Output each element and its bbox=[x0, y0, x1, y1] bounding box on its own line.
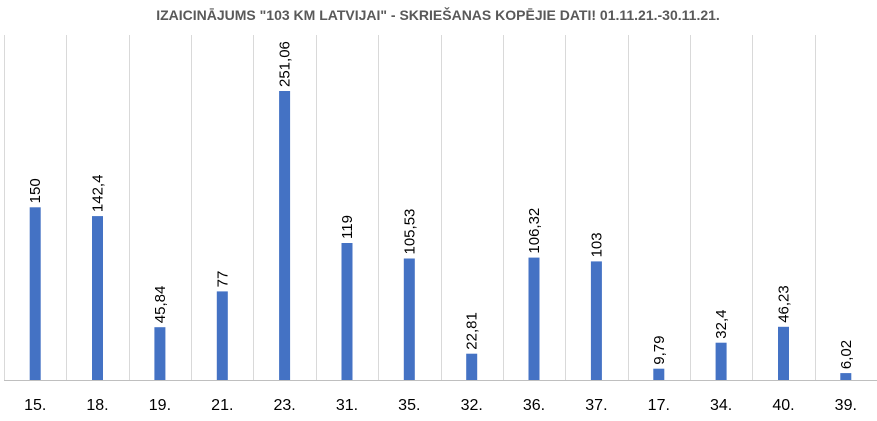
chart-title: IZAICINĀJUMS "103 KM LATVIJAI" - SKRIEŠA… bbox=[156, 6, 720, 23]
x-tick-label: 37. bbox=[585, 397, 607, 414]
bar bbox=[466, 353, 478, 380]
data-label: 77 bbox=[214, 271, 231, 288]
x-tick-label: 36. bbox=[523, 397, 545, 414]
x-tick-label: 35. bbox=[398, 397, 420, 414]
data-label: 251,06 bbox=[277, 41, 294, 87]
data-label: 46,23 bbox=[776, 285, 793, 323]
data-label: 103 bbox=[588, 232, 605, 257]
bar bbox=[840, 373, 852, 380]
bar bbox=[715, 342, 727, 380]
bar bbox=[403, 258, 415, 380]
bar bbox=[92, 216, 103, 380]
bar bbox=[154, 327, 166, 380]
data-label: 150 bbox=[27, 178, 44, 203]
x-tick-label: 21. bbox=[211, 397, 233, 414]
bar bbox=[279, 91, 291, 380]
data-label: 32,4 bbox=[713, 309, 730, 338]
bar bbox=[341, 243, 353, 380]
gridlines bbox=[4, 35, 816, 380]
x-tick-label: 39. bbox=[835, 397, 857, 414]
x-tick-label: 31. bbox=[336, 397, 358, 414]
x-tick-label: 23. bbox=[273, 397, 295, 414]
x-tick-label: 32. bbox=[461, 397, 483, 414]
x-tick-labels: 15. 18. 19. 21. 23. 31. 35. 32. 36. 37. 17. 34. 40. 3… bbox=[24, 397, 857, 414]
bar bbox=[778, 326, 789, 380]
data-label: 105,53 bbox=[401, 209, 418, 255]
data-label: 142,4 bbox=[90, 175, 107, 213]
data-label: 6,02 bbox=[838, 340, 855, 369]
x-tick-label: 40. bbox=[772, 397, 794, 414]
bar bbox=[216, 291, 228, 380]
bar bbox=[590, 261, 602, 380]
bar bbox=[528, 257, 540, 380]
data-label: 106,32 bbox=[526, 208, 543, 254]
data-label: 119 bbox=[339, 215, 356, 239]
x-tick-label: 18. bbox=[86, 397, 108, 414]
bars bbox=[29, 91, 852, 380]
x-tick-label: 34. bbox=[710, 397, 732, 414]
x-tick-label: 19. bbox=[149, 397, 171, 414]
data-label: 45,84 bbox=[152, 286, 169, 324]
bar bbox=[29, 207, 41, 380]
data-labels: 150 142,4 45,84 77 251,06 119 105,53 22,81 106,3… bbox=[27, 41, 855, 369]
x-tick-label: 17. bbox=[648, 397, 670, 414]
bar bbox=[653, 368, 665, 380]
data-label: 9,79 bbox=[651, 335, 668, 364]
x-tick-label: 15. bbox=[24, 397, 46, 414]
data-label: 22,81 bbox=[464, 312, 481, 350]
